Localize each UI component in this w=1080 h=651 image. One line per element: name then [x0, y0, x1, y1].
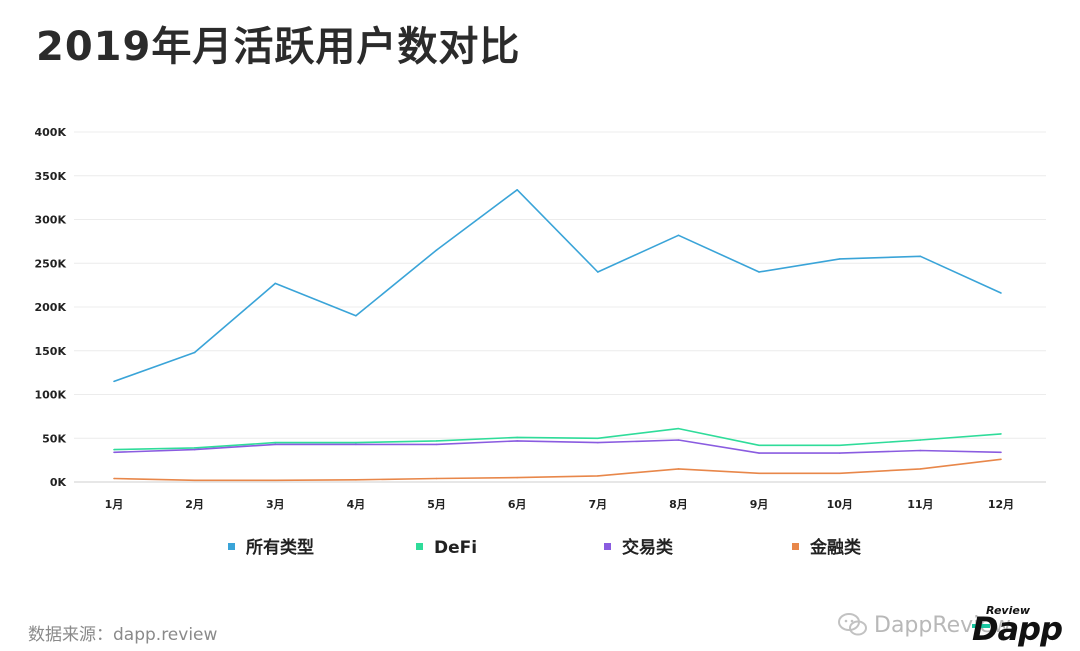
data-point	[355, 441, 357, 444]
x-tick-label: 3月	[266, 498, 285, 511]
data-point	[838, 452, 841, 454]
legend-swatch	[604, 543, 611, 550]
series-line-2	[113, 439, 1002, 454]
legend-label: DeFi	[434, 538, 477, 558]
legend-label: 所有类型	[246, 537, 314, 558]
y-tick-label: 350K	[35, 170, 67, 183]
data-point	[355, 479, 357, 481]
data-point	[193, 447, 196, 449]
data-point	[919, 439, 922, 441]
data-point	[435, 249, 438, 251]
x-tick-label: 9月	[750, 498, 769, 511]
dapp-review-logo: Dapp Review	[972, 604, 1063, 648]
data-point	[113, 477, 115, 480]
x-tick-label: 7月	[588, 498, 607, 511]
data-point	[919, 255, 922, 258]
legend-item[interactable]: 所有类型	[228, 537, 314, 558]
data-point	[193, 351, 196, 354]
data-point	[516, 188, 518, 191]
data-point	[274, 282, 277, 285]
legend-swatch	[228, 543, 235, 550]
y-tick-label: 100K	[35, 389, 67, 402]
data-point	[435, 443, 438, 446]
x-tick-label: 12月	[988, 498, 1014, 511]
x-tick-label: 6月	[508, 498, 527, 511]
x-tick-label: 11月	[907, 498, 933, 511]
data-point	[193, 448, 196, 451]
data-point	[758, 452, 760, 454]
data-point	[838, 444, 841, 447]
data-point	[113, 380, 115, 383]
data-point	[274, 443, 277, 446]
data-point	[1000, 292, 1002, 294]
data-source-note: 数据来源：dapp.review	[28, 625, 218, 645]
y-tick-label: 200K	[35, 301, 67, 314]
x-tick-label: 5月	[427, 498, 446, 511]
y-tick-label: 400K	[35, 126, 67, 139]
data-point	[274, 479, 277, 482]
x-tick-label: 8月	[669, 498, 688, 511]
data-point	[1000, 458, 1002, 461]
logo-word: Dapp	[972, 610, 1063, 648]
data-point	[597, 437, 599, 440]
data-point	[838, 472, 841, 475]
logo-review-text: Review	[986, 604, 1030, 617]
data-point	[597, 475, 599, 477]
x-tick-label: 1月	[105, 498, 124, 511]
series-line-0	[113, 189, 1002, 383]
page-title: 2019年月活跃用户数对比	[36, 24, 521, 70]
data-point	[758, 472, 760, 475]
legend: 所有类型 DeFi 交易类 金融类	[228, 537, 862, 558]
data-point	[193, 479, 196, 482]
y-tick-label: 300K	[35, 214, 67, 227]
wechat-icon	[838, 613, 867, 636]
x-tick-label: 2月	[185, 498, 204, 511]
data-point	[355, 443, 357, 446]
data-point	[1000, 433, 1002, 435]
series-line-3	[113, 458, 1002, 482]
data-point	[758, 271, 760, 273]
x-tick-label: 4月	[347, 498, 366, 511]
data-point	[274, 441, 277, 444]
y-tick-label: 150K	[35, 345, 67, 358]
series-lines	[113, 188, 1002, 482]
legend-item[interactable]: 金融类	[792, 537, 862, 558]
line-chart: 0K 50K 100K 150K 200K 250K 300K 350K 400K 1月 2月 3月…	[35, 126, 1046, 558]
data-point	[435, 477, 438, 480]
series-line-1	[113, 427, 1002, 451]
y-axis-ticks: 0K 50K 100K 150K 200K 250K 300K 350K 400K	[35, 126, 67, 489]
data-point	[113, 448, 115, 451]
x-axis-ticks: 1月 2月 3月 4月 5月 6月 7月 8月 9月 10月 11月 12月	[105, 498, 1014, 511]
grid-lines	[74, 131, 1046, 483]
legend-swatch	[792, 543, 799, 550]
data-point	[516, 436, 518, 439]
data-point	[838, 258, 841, 260]
y-tick-label: 50K	[42, 432, 66, 445]
legend-label: 金融类	[809, 537, 862, 558]
y-tick-label: 0K	[50, 476, 67, 489]
data-point	[113, 451, 115, 454]
logo-accent-bar	[972, 624, 990, 628]
data-point	[677, 427, 680, 430]
legend-item[interactable]: 交易类	[604, 537, 674, 558]
data-point	[355, 314, 357, 317]
x-tick-label: 10月	[827, 498, 853, 511]
data-point	[516, 476, 518, 479]
data-point	[516, 440, 518, 442]
legend-item[interactable]: DeFi	[416, 538, 477, 558]
y-tick-label: 250K	[35, 257, 67, 270]
data-point	[677, 234, 680, 237]
data-point	[597, 441, 599, 444]
data-point	[919, 449, 922, 452]
data-point	[758, 444, 760, 447]
data-point	[677, 439, 680, 441]
legend-swatch	[416, 543, 423, 550]
data-point	[1000, 451, 1002, 454]
data-point	[919, 468, 922, 470]
data-point	[597, 271, 599, 273]
data-point	[677, 468, 680, 470]
data-point	[435, 440, 438, 442]
legend-label: 交易类	[622, 537, 674, 558]
